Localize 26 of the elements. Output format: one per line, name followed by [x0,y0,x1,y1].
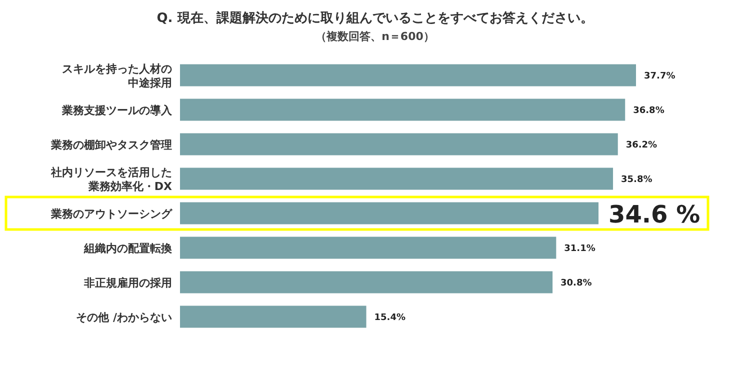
y-tick-label: その他 /わからない [76,310,172,324]
data-label: 36.8% [633,106,664,116]
bar [180,271,553,294]
annotation: 34.6 % [608,200,700,228]
y-tick-label: 非正規雇用の採用 [83,276,172,290]
y-tick-label: 業務のアウトソーシング [50,207,173,220]
chart-subtitle: （複数回答、n＝600） [316,30,434,43]
bar [180,202,599,224]
data-label: 31.1% [564,244,596,254]
bar [180,236,556,259]
y-tick-label: 社内リソースを活用した業務効率化・DX [50,166,173,193]
y-tick-label: スキルを持った人材の中途採用 [62,62,172,90]
y-tick-label: 組織内の配置転換 [83,242,173,255]
bar [180,306,366,328]
bar [180,133,618,156]
bar [180,98,626,121]
data-label: 36.2% [626,140,658,150]
data-label: 15.4% [374,312,406,323]
data-label: 30.8% [560,278,592,288]
bar [180,168,614,190]
bar [180,64,636,86]
y-tick-label: 業務の棚卸やタスク管理 [50,138,172,152]
chart-title: Q. 現在、課題解決のために取り組んでいることをすべてお答えください。 [156,10,594,26]
y-tick-label: 業務支援ツールの導入 [61,104,173,117]
data-label: 35.8% [621,174,652,185]
data-label: 37.7% [644,71,676,82]
